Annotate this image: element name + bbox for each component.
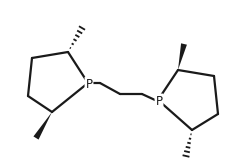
Polygon shape	[33, 112, 52, 140]
Text: P: P	[85, 78, 92, 90]
Polygon shape	[178, 43, 187, 70]
Text: P: P	[156, 94, 162, 108]
